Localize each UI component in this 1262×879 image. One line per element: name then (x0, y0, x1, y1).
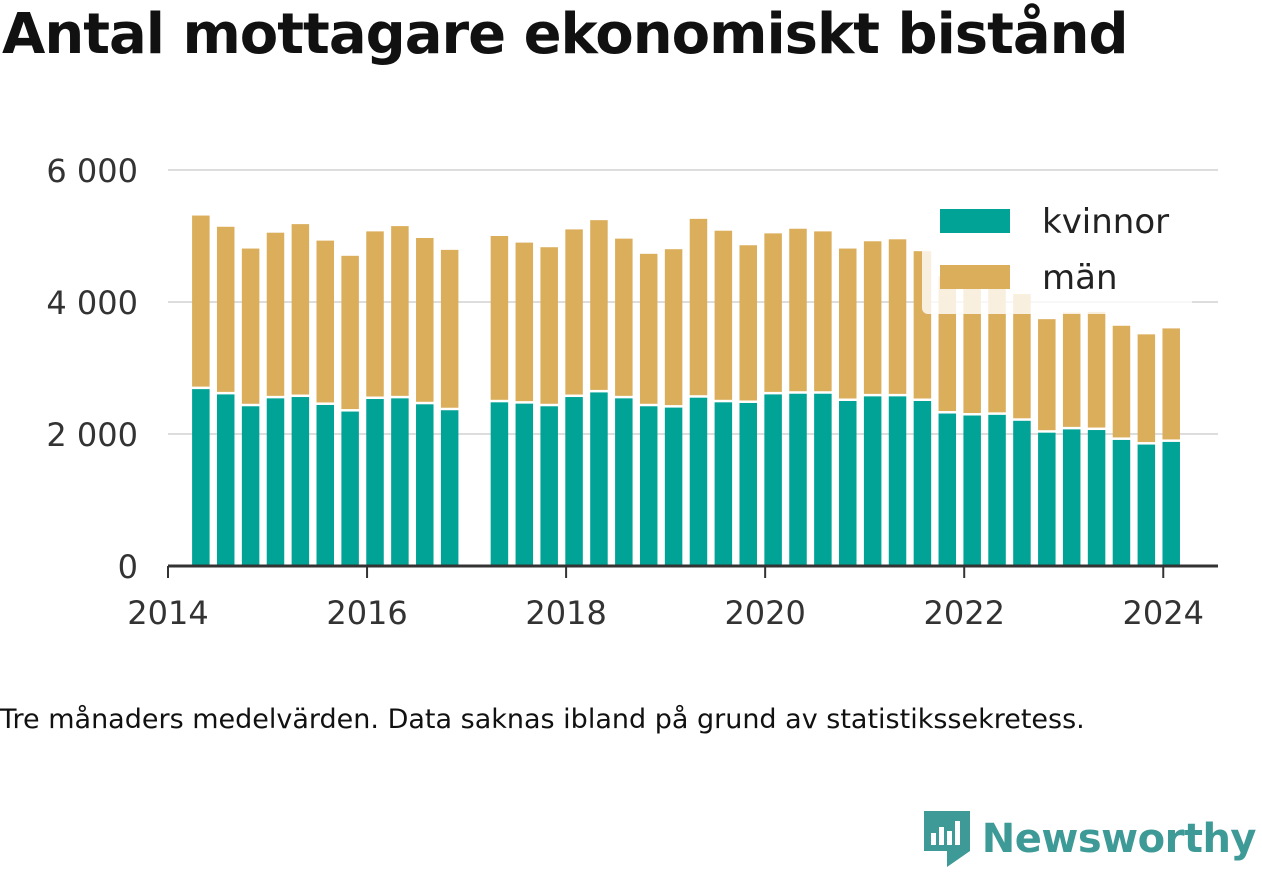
bar-kvinnor (540, 406, 558, 566)
bar-man (639, 253, 658, 404)
legend: kvinnor män (922, 192, 1192, 314)
bar-kvinnor (1062, 429, 1081, 566)
bar-kvinnor (241, 406, 260, 566)
bar-kvinnor (664, 407, 683, 566)
bar-kvinnor (913, 401, 932, 566)
legend-label-man: män (1042, 258, 1118, 298)
bar-man (440, 249, 459, 408)
bar-kvinnor (266, 398, 285, 566)
axes: 0 2 000 4 000 6 000 2014 2016 2018 2020 2022 2024 (46, 152, 1218, 632)
bar-kvinnor (440, 410, 459, 566)
bar-man (764, 233, 782, 392)
bar-kvinnor (341, 411, 359, 566)
y-tick-label: 4 000 (46, 284, 138, 322)
bar-kvinnor (639, 406, 658, 566)
bar-kvinnor (216, 394, 235, 566)
x-tick-label: 2018 (525, 594, 606, 632)
bar-kvinnor (863, 396, 882, 566)
bar-kvinnor (1013, 420, 1031, 566)
brand-name: Newsworthy (981, 816, 1257, 862)
bar-man (216, 226, 235, 392)
bar-kvinnor (515, 403, 534, 566)
bar-man (316, 240, 335, 403)
bar-man (540, 247, 558, 404)
bar-kvinnor (988, 414, 1006, 566)
bar-man (739, 245, 757, 401)
bar-kvinnor (714, 402, 733, 566)
bar-kvinnor (1038, 432, 1056, 566)
legend-swatch-kvinnor (940, 209, 1010, 233)
chart-note: Tre månaders medelvärden. Data saknas ib… (0, 704, 1085, 735)
bar-kvinnor (490, 402, 509, 566)
bar-chart: 0 2 000 4 000 6 000 2014 2016 2018 2020 2022 2024… (46, 152, 1218, 632)
bar-kvinnor (739, 402, 757, 566)
bar-kvinnor (391, 398, 409, 566)
bar-kvinnor (789, 393, 807, 566)
bar-man (416, 237, 434, 402)
bar-man (241, 248, 260, 404)
bar-man (192, 215, 210, 387)
x-tick-label: 2014 (127, 594, 208, 632)
bar-kvinnor (316, 404, 335, 566)
x-tick-label: 2024 (1123, 594, 1204, 632)
bar-kvinnor (689, 397, 708, 566)
bar-man (814, 231, 832, 392)
bar-kvinnor (291, 397, 310, 566)
bar-man (839, 248, 857, 399)
bar-man (1087, 311, 1106, 428)
legend-label-kvinnor: kvinnor (1042, 202, 1169, 242)
bar-man (391, 226, 409, 396)
y-tick-label: 2 000 (46, 416, 138, 454)
bar-man (1162, 328, 1180, 440)
bar-kvinnor (1087, 430, 1106, 566)
bar-man (615, 238, 633, 396)
bar-kvinnor (565, 397, 583, 566)
bar-man (789, 228, 807, 392)
bar-kvinnor (814, 393, 832, 566)
bar-man (291, 224, 310, 395)
bar-kvinnor (839, 401, 857, 566)
bar-kvinnor (416, 404, 434, 566)
x-tick-label: 2022 (923, 594, 1004, 632)
bar-man (863, 241, 882, 394)
bar-man (266, 232, 285, 396)
bar-man (664, 249, 683, 406)
bar-man (888, 239, 907, 394)
bar-kvinnor (963, 415, 981, 566)
bar-man (1137, 334, 1156, 443)
bar-man (515, 242, 534, 402)
bar-man (565, 229, 583, 395)
bar-kvinnor (590, 392, 608, 566)
bar-man (1038, 319, 1056, 431)
bar-man (714, 230, 733, 400)
page-title: Antal mottagare ekonomiskt bistånd (2, 2, 1129, 67)
legend-swatch-man (940, 265, 1010, 289)
bar-man (490, 236, 509, 400)
newsworthy-logo-icon (923, 811, 970, 867)
y-tick-label: 0 (118, 548, 138, 586)
bar-kvinnor (192, 389, 210, 566)
bar-kvinnor (938, 413, 957, 566)
brand: Newsworthy (922, 809, 1257, 869)
bar-kvinnor (1162, 441, 1180, 566)
bar-kvinnor (366, 399, 384, 566)
x-tick-label: 2016 (326, 594, 407, 632)
bar-man (1013, 294, 1031, 419)
bar-man (341, 255, 359, 410)
bar-man (590, 220, 608, 390)
bar-man (1062, 312, 1081, 427)
bar-man (366, 231, 384, 397)
bar-kvinnor (1112, 439, 1131, 566)
bar-kvinnor (1137, 444, 1156, 566)
bar-man (689, 218, 708, 396)
y-tick-label: 6 000 (46, 152, 138, 190)
bar-kvinnor (615, 398, 633, 566)
bar-kvinnor (888, 396, 907, 566)
bars (192, 215, 1180, 566)
bar-man (1112, 325, 1131, 438)
x-tick-label: 2020 (724, 594, 805, 632)
bar-kvinnor (764, 394, 782, 566)
